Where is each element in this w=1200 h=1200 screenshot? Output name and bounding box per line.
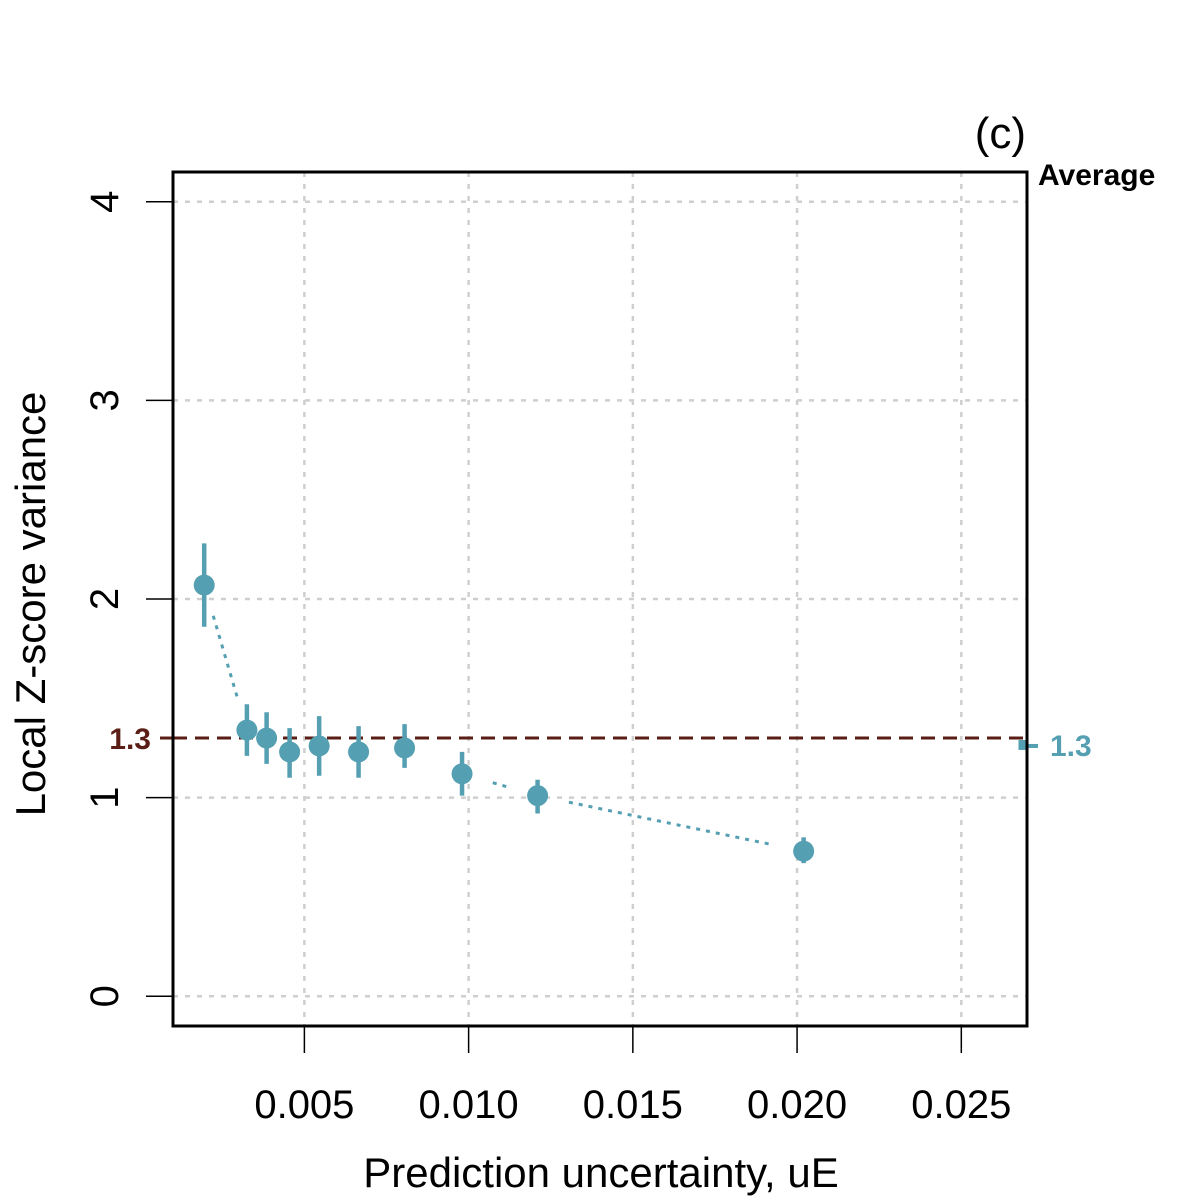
reference-line-label: 1.3 <box>109 723 151 756</box>
x-tick-label: 0.020 <box>747 1083 847 1127</box>
x-tick-label: 0.015 <box>583 1083 683 1127</box>
panel-label: (c) <box>975 109 1026 158</box>
y-tick-label: 0 <box>83 985 127 1007</box>
data-point <box>236 719 258 741</box>
series-connector-segment <box>211 615 240 700</box>
x-tick-label: 0.005 <box>254 1083 354 1127</box>
data-point <box>279 741 301 763</box>
average-value-label: 1.3 <box>1050 730 1092 763</box>
series-layer <box>193 543 815 864</box>
data-point <box>348 741 370 763</box>
x-tick-label: 0.025 <box>911 1083 1011 1127</box>
data-point <box>308 735 330 757</box>
x-axis-title: Prediction uncertainty, uE <box>363 1149 838 1196</box>
data-point <box>793 840 815 862</box>
plot-frame <box>171 170 1029 1028</box>
data-point <box>527 785 549 807</box>
grid-layer <box>173 172 1027 1026</box>
x-tick-label: 0.010 <box>419 1083 519 1127</box>
data-point <box>451 763 473 785</box>
axis-layer: 0.005 0.010 0.015 0.020 0.025 0 1 2 3 4 <box>83 191 1011 1127</box>
y-tick-label: 1 <box>83 786 127 808</box>
y-tick-label: 3 <box>83 389 127 411</box>
data-point <box>394 737 416 759</box>
data-point <box>256 727 278 749</box>
average-header: Average <box>1038 159 1155 192</box>
y-tick-label: 4 <box>83 191 127 213</box>
y-tick-label: 2 <box>83 588 127 610</box>
data-point <box>193 574 215 596</box>
series-connector-segment <box>568 800 773 847</box>
y-axis-title: Local Z-score variance <box>7 392 54 817</box>
series-connector-segment <box>492 781 508 789</box>
